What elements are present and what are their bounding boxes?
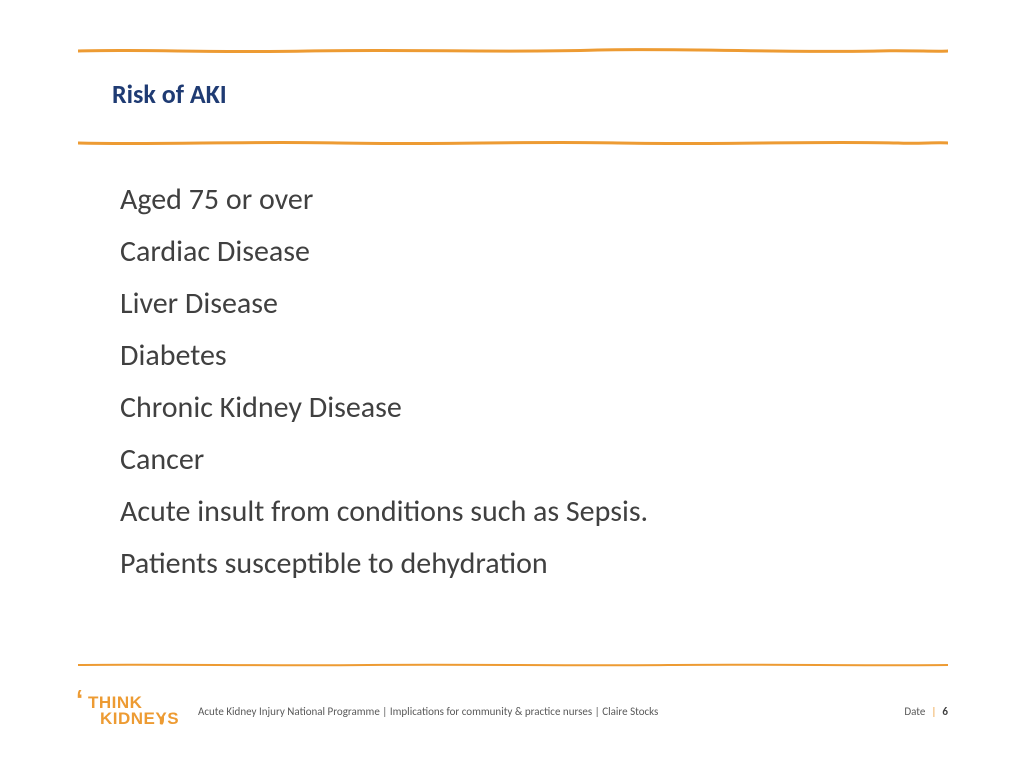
list-item: Aged 75 or over — [120, 185, 900, 215]
divider-top — [78, 48, 948, 54]
list-item: Patients susceptible to dehydration — [120, 549, 900, 579]
divider-mid-path — [78, 142, 948, 143]
divider-bottom — [78, 662, 948, 668]
divider-mid — [78, 140, 948, 146]
footer-date-label: Date — [904, 705, 925, 718]
footer: ‘ THINK KIDNEYS ‘ Acute Kidney Injury Na… — [78, 688, 948, 734]
logo-line2: KIDNEYS — [88, 711, 154, 727]
content-list: Aged 75 or over Cardiac Disease Liver Di… — [120, 185, 900, 601]
think-kidneys-logo: ‘ THINK KIDNEYS ‘ — [78, 695, 164, 727]
slide: Risk of AKI Aged 75 or over Cardiac Dise… — [0, 0, 1024, 768]
divider-top-path — [78, 50, 948, 52]
list-item: Cancer — [120, 445, 900, 475]
footer-text: Acute Kidney Injury National Programme |… — [164, 705, 904, 718]
quote-right-icon: ‘ — [158, 703, 166, 728]
footer-page-number: 6 — [942, 705, 948, 718]
footer-separator: | — [931, 705, 936, 718]
list-item: Liver Disease — [120, 289, 900, 319]
slide-title: Risk of AKI — [112, 78, 227, 110]
divider-bottom-path — [78, 665, 948, 666]
list-item: Cardiac Disease — [120, 237, 900, 267]
footer-meta: Date | 6 — [904, 705, 948, 718]
list-item: Diabetes — [120, 341, 900, 371]
quote-left-icon: ‘ — [76, 687, 84, 712]
list-item: Chronic Kidney Disease — [120, 393, 900, 423]
list-item: Acute insult from conditions such as Sep… — [120, 497, 900, 527]
